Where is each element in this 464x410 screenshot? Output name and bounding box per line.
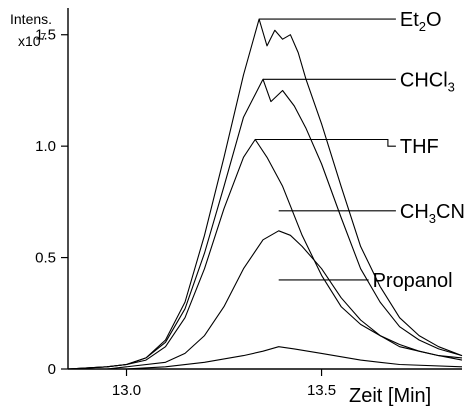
y-axis-label-base: x10 [18, 33, 41, 49]
series-label-thf: THF [400, 136, 439, 158]
series-label-main: Et [400, 9, 419, 31]
series-label-propanol: Propanol [373, 270, 453, 292]
series-label-tail: O [426, 9, 442, 31]
series-label-main: CH [400, 201, 429, 223]
series-label-sub: 3 [448, 79, 455, 94]
series-line-et2o [67, 18, 463, 370]
x-tick-label: 13.0 [112, 382, 141, 399]
y-axis-label-line2: x107 [18, 32, 47, 49]
series-label-tail: CN [436, 201, 464, 223]
y-tick-label: 0.5 [35, 250, 56, 267]
x-axis-label: Zeit [Min] [349, 385, 431, 407]
series-label-chcl3: CHCl3 [400, 69, 455, 94]
series-label-main: CHCl [400, 69, 448, 91]
y-tick-label: 0 [48, 361, 56, 378]
series-line-propanol [68, 346, 463, 370]
leader-line-thf [255, 138, 396, 147]
y-axis-label-line1: Intens. [10, 11, 52, 27]
y-tick-label: 1.0 [35, 138, 56, 155]
x-tick-label: 13.5 [307, 382, 336, 399]
y-axis-label-exponent: 7 [41, 32, 47, 43]
series-line-thf [67, 138, 463, 370]
series-label-ch3cn: CH3CN [400, 201, 464, 226]
series-label-sub: 3 [429, 211, 436, 226]
series-label-main: THF [400, 136, 439, 158]
series-label-et2o: Et2O [400, 9, 442, 34]
y-tick-label: 1.5 [35, 27, 56, 44]
series-label-main: Propanol [373, 270, 453, 292]
series-line-chcl3 [67, 78, 463, 370]
series-label-sub: 2 [419, 19, 426, 34]
series-line-ch3cn [68, 230, 463, 370]
